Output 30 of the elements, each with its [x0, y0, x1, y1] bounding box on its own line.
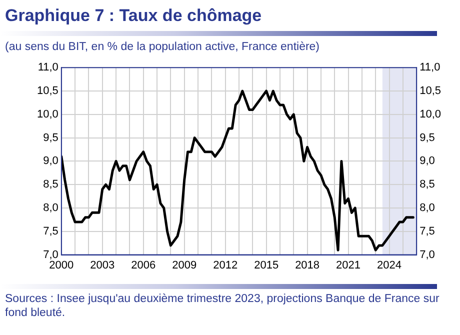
y-tick-label: 8,5 [43, 178, 58, 191]
x-tick-label: 2006 [131, 259, 156, 272]
x-tick-label: 2009 [172, 259, 197, 272]
x-tick-label: 2021 [336, 259, 361, 272]
y-tick-label: 10,5 [36, 85, 58, 98]
y-tick-label: 8,0 [43, 202, 58, 214]
chart-subtitle: (au sens du BIT, en % de la population active, France entière) [5, 41, 320, 53]
x-tick-label: 2012 [213, 259, 238, 272]
x-tick-label: 2000 [49, 259, 74, 272]
x-tick-label: 2003 [90, 259, 115, 272]
y-tick-label: 7,0 [43, 248, 58, 261]
y-tick-label: 11,0 [38, 62, 58, 74]
x-tick-label: 2015 [254, 259, 279, 272]
y2-tick-label: 8,0 [420, 202, 435, 214]
y-tick-label: 10,0 [36, 108, 58, 120]
y2-tick-label: 9,5 [420, 132, 435, 144]
y2-tick-label: 9,0 [420, 155, 435, 168]
x-tick-label: 2024 [377, 259, 402, 272]
y2-tick-label: 7,5 [420, 225, 435, 238]
chart-title: Graphique 7 : Taux de chômage [5, 6, 262, 26]
y2-tick-label: 7,0 [420, 248, 435, 261]
y-tick-label: 9,0 [43, 155, 58, 168]
source-note: Sources : Insee jusqu'au deuxième trimestre 2023, projections Banque de France sur fond bleuté. [5, 292, 440, 320]
y2-tick-label: 10,5 [420, 85, 442, 98]
y2-tick-label: 10,0 [420, 108, 442, 120]
x-tick-label: 2018 [295, 259, 320, 272]
y2-tick-label: 8,5 [420, 178, 435, 191]
y-tick-label: 9,5 [43, 132, 58, 144]
y-tick-label: 7,5 [43, 225, 58, 238]
y2-tick-label: 11,0 [420, 62, 440, 74]
